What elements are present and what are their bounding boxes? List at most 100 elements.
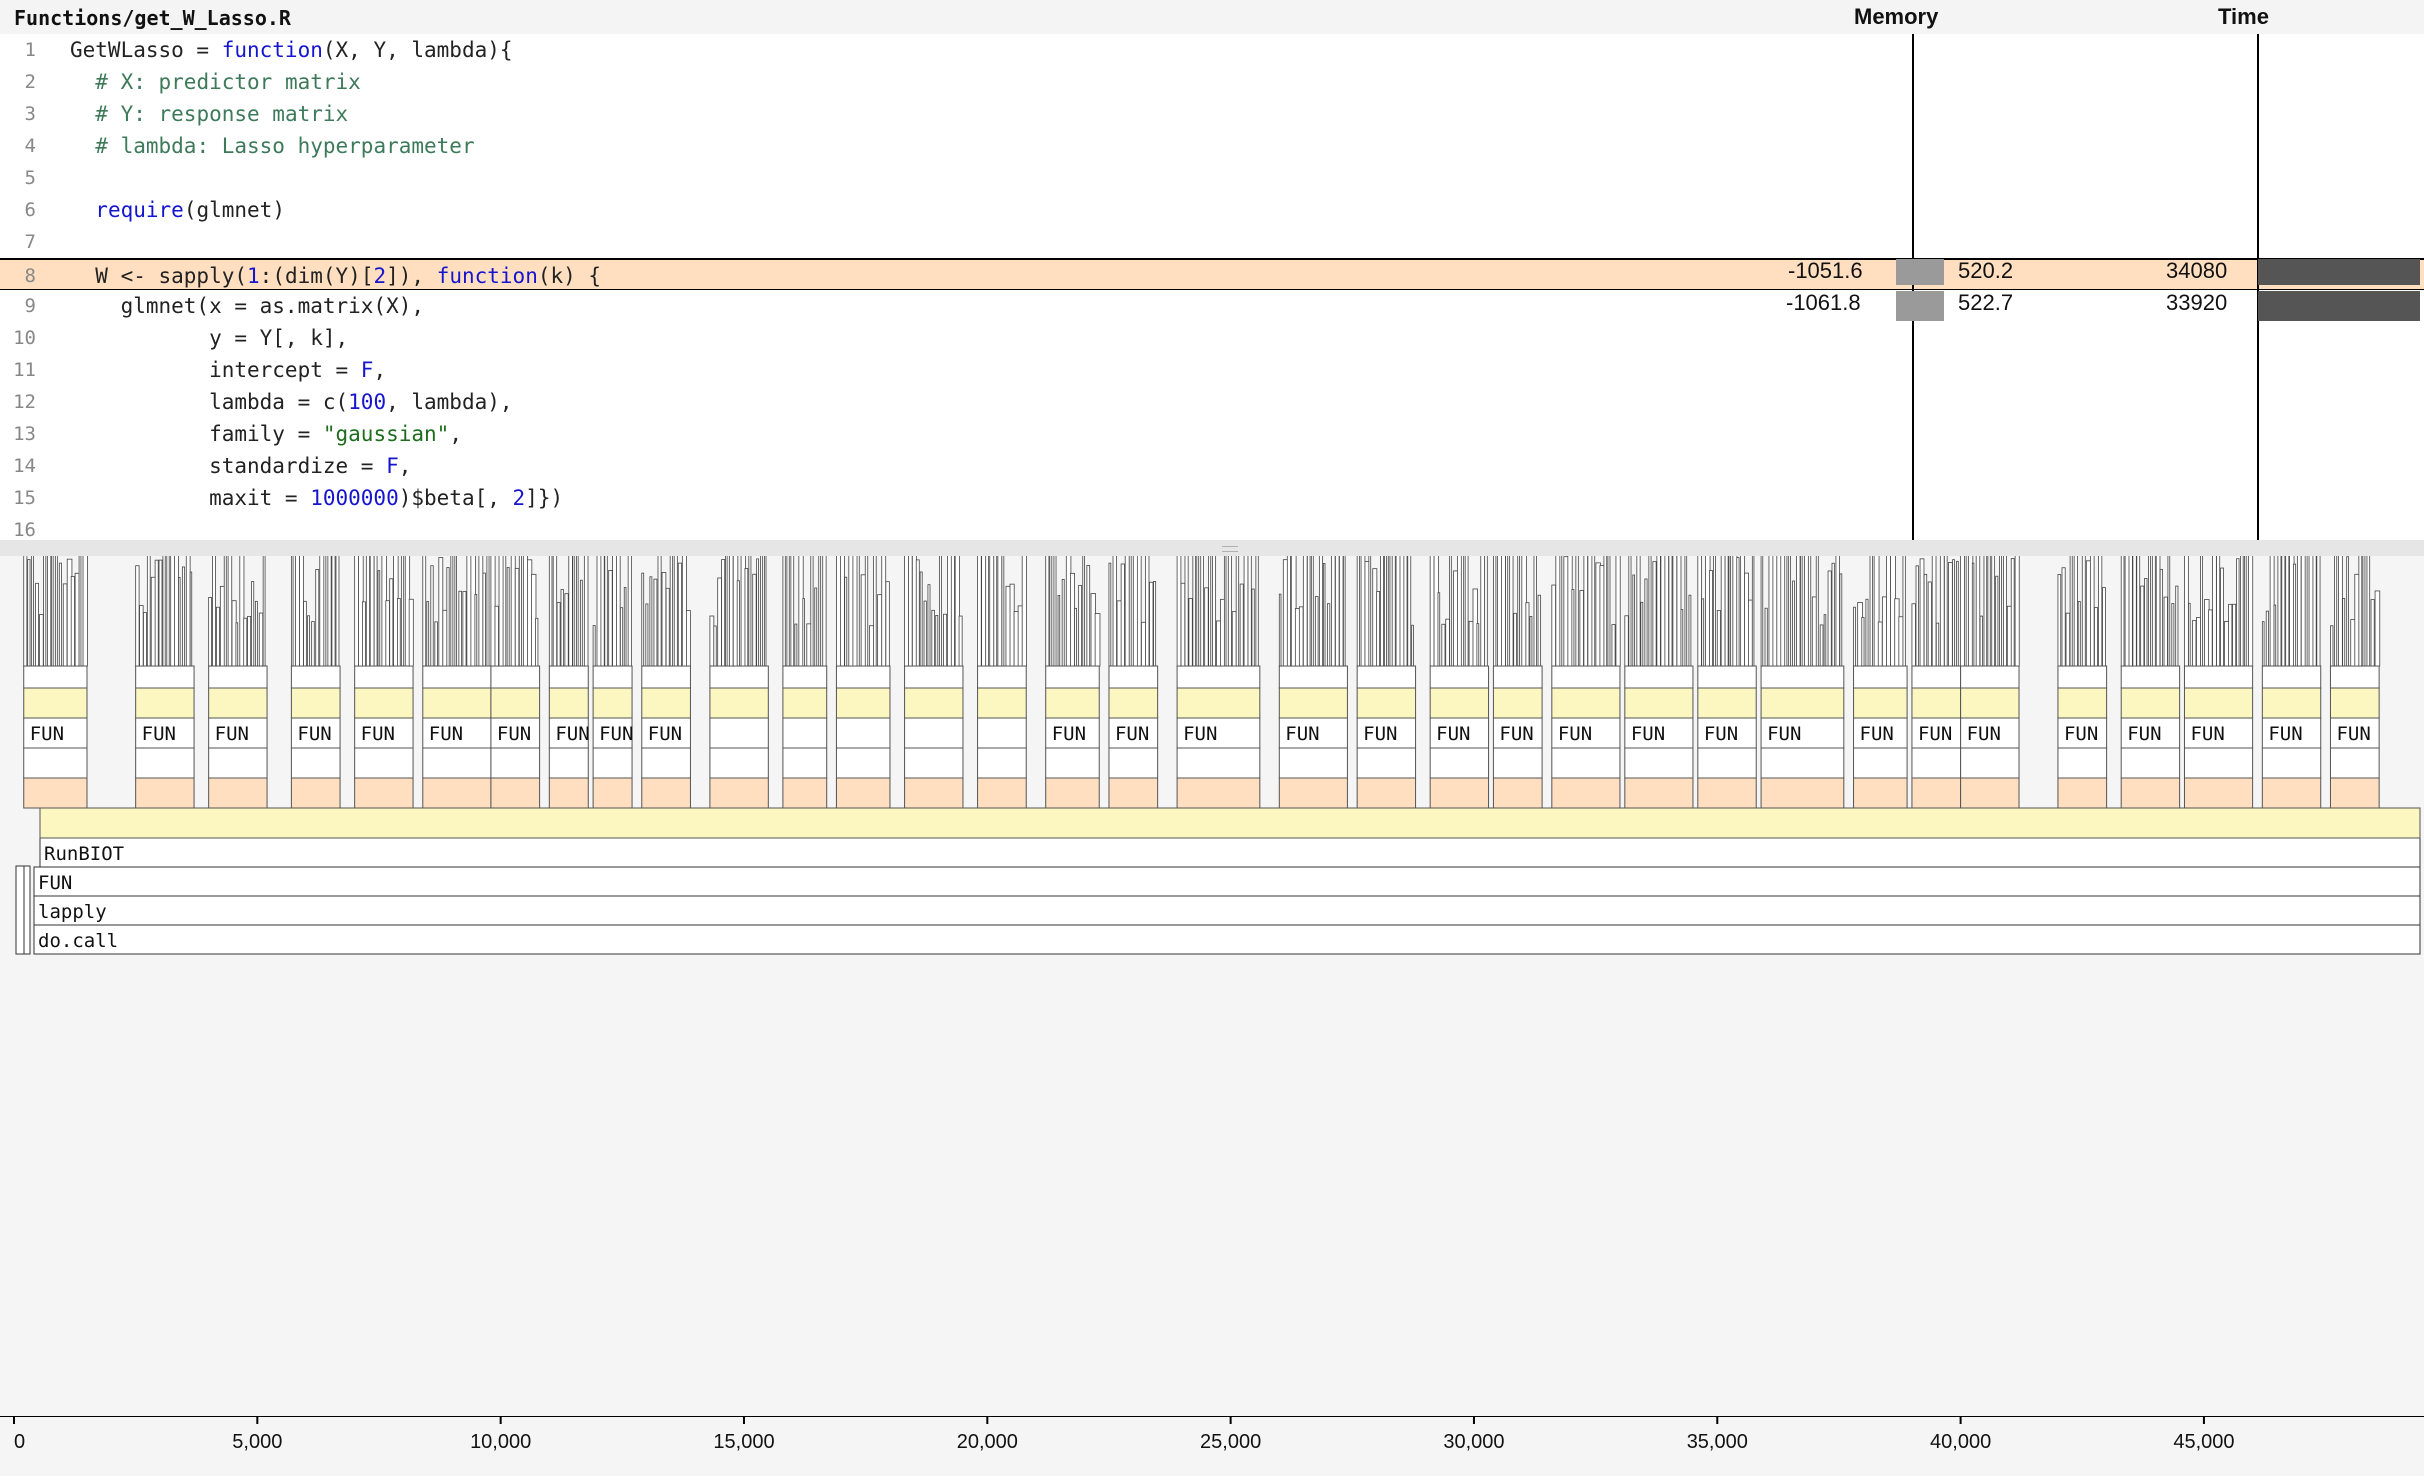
frame-spike[interactable] — [158, 559, 163, 667]
frame-peach[interactable] — [354, 777, 414, 809]
frame-spike[interactable] — [556, 602, 561, 667]
frame-spike[interactable] — [997, 478, 1003, 667]
frame-white[interactable] — [709, 665, 769, 689]
frame-spike[interactable] — [911, 476, 917, 667]
frame-spike[interactable] — [1449, 525, 1452, 667]
frame-peach[interactable] — [641, 777, 691, 809]
frame-spike[interactable] — [2144, 577, 2148, 667]
frame-spike[interactable] — [2342, 598, 2346, 667]
frame-spike[interactable] — [2073, 542, 2078, 667]
frame-peach[interactable] — [208, 777, 268, 809]
frame-spike[interactable] — [1208, 552, 1212, 667]
frame-white[interactable] — [1278, 665, 1348, 689]
frame-white[interactable] — [2120, 665, 2181, 689]
frame-spike[interactable] — [58, 562, 62, 667]
frame-spike[interactable] — [335, 550, 340, 667]
frame-spike[interactable] — [1603, 501, 1608, 667]
frame-spike[interactable] — [1701, 598, 1705, 667]
frame-white[interactable] — [1176, 665, 1261, 689]
frame-spike[interactable] — [794, 623, 798, 667]
frame-spike[interactable] — [2132, 551, 2137, 667]
frame-spike[interactable] — [1987, 542, 1991, 667]
frame-spike[interactable] — [518, 504, 522, 667]
code-line[interactable]: 4 # lambda: Lasso hyperparameter — [0, 130, 2424, 162]
frame-white[interactable] — [641, 717, 691, 749]
frame-spike[interactable] — [1865, 598, 1869, 667]
frame-spike[interactable] — [208, 596, 212, 667]
frame-spike[interactable] — [939, 537, 942, 667]
frame-spike[interactable] — [174, 529, 179, 667]
frame-spike[interactable] — [1086, 565, 1091, 667]
frame-spike[interactable] — [70, 576, 75, 667]
frame-spike[interactable] — [1911, 603, 1916, 667]
frame-spike[interactable] — [331, 316, 336, 667]
frame-spike[interactable] — [1744, 572, 1749, 667]
frame-spike[interactable] — [47, 552, 52, 667]
frame-spike[interactable] — [2077, 601, 2081, 667]
frame-spike[interactable] — [2346, 556, 2349, 667]
frame-spike[interactable] — [802, 598, 805, 667]
frame-spike[interactable] — [354, 488, 360, 667]
frame-spike[interactable] — [568, 551, 573, 667]
frame-spike[interactable] — [943, 613, 948, 667]
frame-white[interactable] — [1624, 665, 1694, 689]
frame-spike[interactable] — [685, 610, 691, 667]
frame-spike[interactable] — [661, 572, 667, 667]
frame-spike[interactable] — [985, 526, 989, 667]
code-line[interactable]: 8 W <- sapply(1:(dim(Y)[2]), function(k)… — [0, 258, 2424, 290]
frame-spike[interactable] — [1537, 594, 1542, 667]
memory-column-header[interactable]: Memory — [1854, 4, 1939, 29]
frame-white[interactable] — [1760, 747, 1845, 779]
frame-spike[interactable] — [2140, 585, 2145, 667]
frame-spike[interactable] — [600, 488, 605, 667]
frame-yellow[interactable] — [1960, 687, 2020, 719]
frame-spike[interactable] — [235, 622, 239, 667]
frame-peach[interactable] — [1853, 777, 1908, 809]
frame-white[interactable] — [135, 717, 195, 749]
frame-white[interactable] — [23, 747, 88, 779]
frame-spike[interactable] — [1579, 590, 1584, 667]
frame-white[interactable] — [490, 665, 541, 689]
frame-spike[interactable] — [1861, 617, 1865, 667]
frame-spike[interactable] — [478, 437, 484, 667]
frame-spike[interactable] — [977, 527, 982, 667]
frame-yellow[interactable] — [592, 687, 633, 719]
frame-yellow[interactable] — [2261, 687, 2322, 719]
frame-spike[interactable] — [915, 559, 920, 667]
frame-spike[interactable] — [2354, 573, 2360, 667]
frame-spike[interactable] — [2010, 558, 2015, 667]
frame-spike[interactable] — [1108, 562, 1112, 667]
frame-spike[interactable] — [665, 587, 670, 667]
frame-spike[interactable] — [1788, 520, 1791, 667]
frame-white[interactable] — [354, 665, 414, 689]
frame-spike[interactable] — [216, 606, 220, 667]
frame-spike[interactable] — [1204, 587, 1209, 667]
frame-spike[interactable] — [1501, 514, 1506, 667]
frame-yellow[interactable] — [977, 687, 1027, 719]
frame-spike[interactable] — [645, 603, 649, 667]
frame-spike[interactable] — [1831, 562, 1835, 667]
frame-peach[interactable] — [548, 777, 589, 809]
frame-spike[interactable] — [462, 591, 467, 667]
frame-white[interactable] — [2183, 747, 2254, 779]
frame-spike[interactable] — [1094, 613, 1101, 667]
frame-spike[interactable] — [1869, 326, 1873, 667]
frame-white[interactable] — [904, 747, 964, 779]
frame-spike[interactable] — [1318, 336, 1324, 667]
frame-spike[interactable] — [669, 533, 674, 667]
frame-spike[interactable] — [1484, 493, 1488, 667]
frame-spike[interactable] — [365, 527, 371, 667]
frame-spike[interactable] — [1815, 495, 1819, 667]
frame-spike[interactable] — [1760, 529, 1764, 667]
frame-yellow[interactable] — [709, 687, 769, 719]
frame-spike[interactable] — [752, 573, 757, 667]
frame-spike[interactable] — [1853, 606, 1856, 667]
frame-white[interactable] — [290, 665, 341, 689]
frame-spike[interactable] — [295, 517, 300, 667]
frame-spike[interactable] — [482, 572, 486, 667]
frame-spike[interactable] — [1923, 573, 1928, 667]
frame-peach[interactable] — [1108, 777, 1159, 809]
frame-white[interactable] — [1624, 747, 1694, 779]
frame-yellow[interactable] — [23, 687, 88, 719]
frame-spike[interactable] — [327, 489, 332, 667]
